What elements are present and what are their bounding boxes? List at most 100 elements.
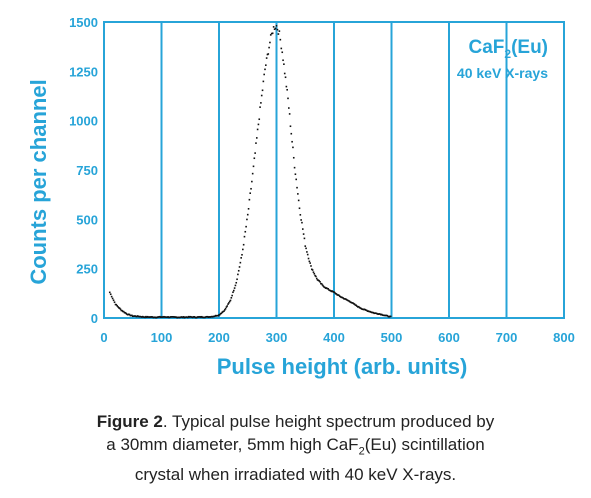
data-point-331 xyxy=(383,314,385,317)
data-point-141 xyxy=(225,306,228,308)
data-point-149 xyxy=(232,291,234,294)
data-point-256 xyxy=(321,284,324,286)
data-point-124 xyxy=(211,316,214,318)
data-point-323 xyxy=(376,313,379,315)
figure-caption: Figure 2. Typical pulse height spectrum … xyxy=(30,410,561,486)
data-point-93 xyxy=(186,316,188,318)
data-point-39 xyxy=(141,315,144,318)
data-point-36 xyxy=(139,315,141,318)
data-point-306 xyxy=(362,308,365,311)
data-point-105 xyxy=(196,316,198,319)
data-point-280 xyxy=(341,296,344,299)
figure-label: Figure 2 xyxy=(96,412,163,431)
data-point-134 xyxy=(219,312,222,315)
data-point-15 xyxy=(122,310,124,313)
data-point-254 xyxy=(320,282,322,285)
data-point-133 xyxy=(219,313,221,316)
data-point-186 xyxy=(262,80,265,83)
data-point-11 xyxy=(118,307,121,309)
caption-line2-a: a 30mm diameter, 5mm high CaF xyxy=(106,435,359,454)
data-point-181 xyxy=(258,118,261,121)
data-point-162 xyxy=(242,243,245,246)
plot-frame xyxy=(103,21,565,319)
data-point-26 xyxy=(131,314,133,317)
data-point-33 xyxy=(136,315,139,317)
x-tick-0: 0 xyxy=(100,330,107,345)
data-point-9 xyxy=(117,305,119,308)
data-point-163 xyxy=(243,235,246,238)
data-point-120 xyxy=(208,316,210,318)
data-point-334 xyxy=(385,314,388,317)
caption-line1: . Typical pulse height spectrum produced… xyxy=(162,412,495,431)
data-point-140 xyxy=(224,307,227,310)
data-point-114 xyxy=(203,316,206,319)
x-tick-500: 500 xyxy=(381,330,403,345)
data-point-233 xyxy=(302,233,305,235)
data-point-333 xyxy=(384,314,387,317)
data-point-78 xyxy=(173,316,176,318)
data-point-179 xyxy=(256,128,259,131)
data-point-29 xyxy=(133,315,136,317)
data-point-264 xyxy=(328,289,330,291)
data-point-17 xyxy=(123,311,126,314)
data-point-159 xyxy=(240,257,242,259)
data-point-330 xyxy=(382,314,385,317)
data-point-46 xyxy=(147,316,150,318)
data-point-192 xyxy=(267,53,270,55)
data-point-201 xyxy=(275,24,278,27)
data-point-118 xyxy=(206,315,209,318)
data-point-54 xyxy=(154,316,156,319)
vertical-grid-lines xyxy=(160,22,508,318)
data-point-270 xyxy=(333,291,335,293)
data-point-255 xyxy=(320,283,323,285)
data-point-67 xyxy=(164,316,167,318)
data-point-245 xyxy=(312,271,315,273)
data-point-19 xyxy=(125,312,127,315)
data-point-147 xyxy=(230,297,233,299)
data-point-271 xyxy=(334,291,336,294)
data-point-23 xyxy=(128,313,131,316)
data-point-185 xyxy=(261,89,264,92)
data-point-68 xyxy=(165,316,168,318)
data-point-318 xyxy=(372,311,375,314)
data-point-177 xyxy=(255,142,257,144)
data-point-339 xyxy=(389,315,392,318)
data-point-34 xyxy=(137,315,140,318)
data-point-102 xyxy=(193,316,196,318)
annotation-material: CaF2(Eu) xyxy=(468,37,548,61)
x-tick-labels: 0 100 200 300 400 500 600 700 800 xyxy=(100,330,574,345)
data-point-117 xyxy=(205,315,208,318)
data-point-158 xyxy=(239,261,242,264)
data-point-307 xyxy=(363,308,366,311)
y-tick-1250: 1250 xyxy=(69,64,98,79)
data-point-294 xyxy=(352,302,355,305)
data-point-216 xyxy=(288,113,291,115)
data-point-242 xyxy=(310,265,312,267)
data-point-76 xyxy=(172,316,174,318)
data-point-198 xyxy=(272,26,275,28)
data-point-296 xyxy=(354,304,357,306)
data-point-3 xyxy=(111,297,114,300)
data-point-304 xyxy=(361,308,363,310)
data-point-150 xyxy=(232,289,235,292)
data-point-207 xyxy=(281,51,284,54)
data-point-77 xyxy=(173,316,175,318)
data-point-267 xyxy=(330,290,333,293)
annotation-material-main: CaF xyxy=(468,37,504,58)
data-point-41 xyxy=(143,316,146,318)
data-point-275 xyxy=(337,294,339,296)
annotation-energy: 40 keV X-rays xyxy=(457,65,548,81)
data-point-310 xyxy=(366,309,368,312)
data-point-319 xyxy=(373,312,376,315)
data-point-152 xyxy=(234,284,237,287)
data-point-44 xyxy=(145,316,148,319)
data-point-336 xyxy=(387,315,390,318)
data-point-167 xyxy=(246,213,249,216)
data-point-284 xyxy=(344,298,347,300)
data-point-239 xyxy=(307,257,310,260)
data-point-326 xyxy=(379,313,381,315)
data-point-61 xyxy=(159,316,162,318)
data-point-243 xyxy=(311,268,313,271)
data-point-81 xyxy=(176,316,178,319)
data-point-55 xyxy=(154,316,157,319)
